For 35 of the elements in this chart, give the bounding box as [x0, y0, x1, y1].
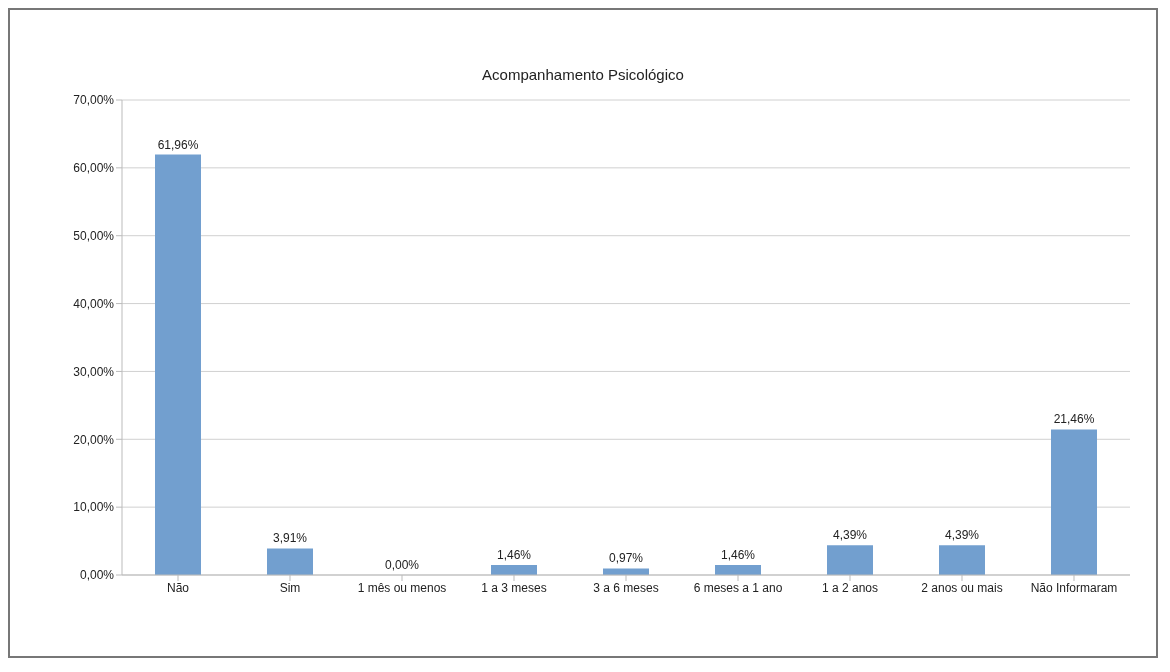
- x-tick-label: 1 a 3 meses: [481, 580, 547, 595]
- y-tick-label: 60,00%: [73, 161, 115, 176]
- bar: [155, 154, 201, 575]
- bar: [267, 548, 313, 575]
- x-tick-label: 3 a 6 meses: [593, 580, 659, 595]
- x-tick-label: 1 mês ou menos: [357, 580, 447, 595]
- bar: [939, 545, 985, 575]
- data-label: 21,46%: [1053, 412, 1095, 427]
- bar: [603, 568, 649, 575]
- x-tick-label: Não: [166, 580, 190, 595]
- x-tick-label: 1 a 2 anos: [821, 580, 879, 595]
- y-tick-label: 0,00%: [79, 568, 115, 583]
- data-label: 61,96%: [157, 137, 199, 152]
- chart-title: Acompanhamento Psicológico: [481, 66, 685, 83]
- y-tick-label: 20,00%: [73, 432, 115, 447]
- x-tick-label: 2 anos ou mais: [921, 580, 1003, 595]
- data-label: 4,39%: [832, 528, 868, 543]
- data-label: 1,46%: [720, 548, 756, 563]
- bar: [491, 565, 537, 575]
- data-label: 1,46%: [496, 548, 532, 563]
- y-tick-label: 50,00%: [73, 228, 115, 243]
- data-label: 3,91%: [272, 531, 308, 546]
- y-tick-label: 40,00%: [73, 296, 115, 311]
- bar: [1051, 429, 1097, 575]
- bar: [715, 565, 761, 575]
- bar: [827, 545, 873, 575]
- y-tick-label: 30,00%: [73, 364, 115, 379]
- y-tick-label: 10,00%: [73, 500, 115, 515]
- x-tick-label: Sim: [279, 580, 301, 595]
- data-label: 0,97%: [608, 551, 644, 566]
- x-tick-label: Não Informaram: [1030, 580, 1118, 595]
- x-tick-label: 6 meses a 1 ano: [693, 580, 783, 595]
- data-label: 0,00%: [384, 558, 420, 572]
- y-tick-label: 70,00%: [73, 93, 115, 108]
- data-label: 4,39%: [944, 528, 980, 543]
